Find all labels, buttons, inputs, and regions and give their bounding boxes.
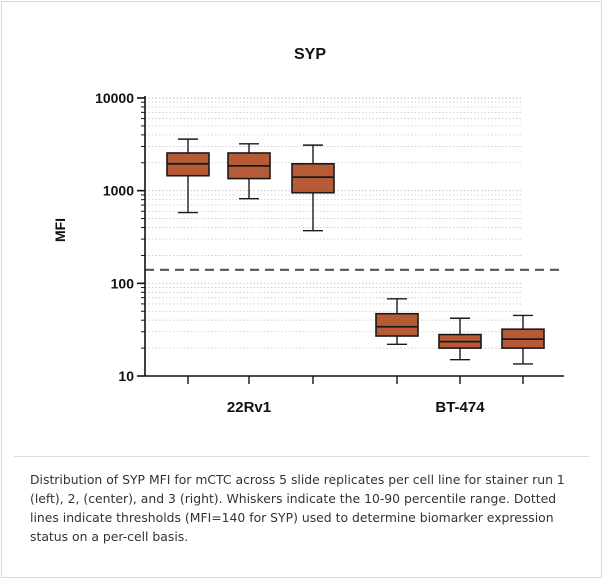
y-tick-label: 100 [111,275,135,291]
x-category-label: BT-474 [435,399,485,416]
y-tick-label: 10 [118,368,134,384]
iqr-box [375,312,419,337]
box-22rv1-run-3 [291,144,335,232]
y-axis-label: MFI [52,218,68,242]
caption-divider [14,456,589,457]
box-group [166,138,545,365]
box-bt-474-run-1 [375,298,419,345]
figure-caption: Distribution of SYP MFI for mCTC across … [30,472,565,544]
y-tick-label: 1000 [103,183,134,199]
chart-title: SYP [294,46,326,63]
box-bt-474-run-3 [501,314,545,365]
box-bt-474-run-2 [438,317,482,361]
axes: 10 100 1000 10000 22Rv1 BT-474 [95,90,564,416]
iqr-box [291,162,335,194]
grid-lines [145,97,522,349]
y-tick-label: 10000 [95,90,134,106]
box-22rv1-run-2 [227,143,271,200]
box-22rv1-run-1 [166,138,210,214]
x-category-label: 22Rv1 [227,399,271,416]
box-plot-chart: 10 100 1000 10000 22Rv1 BT-474 SYP MFI [52,46,564,416]
chart-area: 10 100 1000 10000 22Rv1 BT-474 SYP MFI [2,2,603,447]
